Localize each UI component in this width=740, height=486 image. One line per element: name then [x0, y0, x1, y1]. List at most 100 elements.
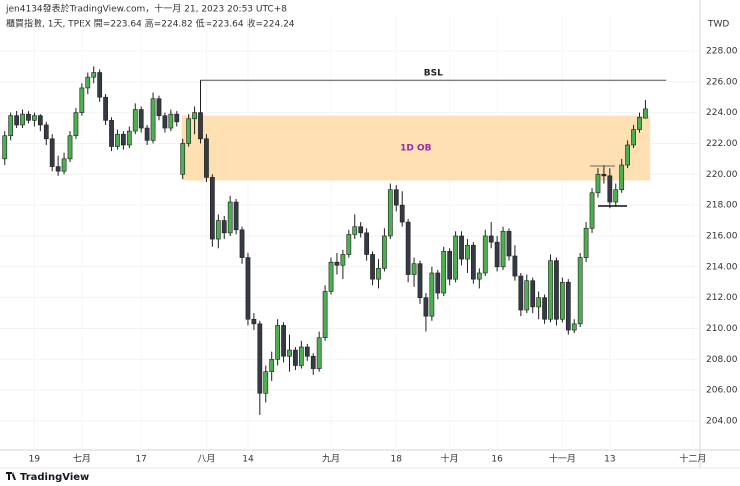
x-tick-label: 七月 [73, 454, 91, 465]
candle-body [287, 349, 292, 357]
candle-body [43, 124, 49, 140]
candle-body [32, 115, 37, 121]
candle-body [310, 355, 316, 369]
candle-body [298, 346, 304, 366]
y-tick-label: 224.00 [706, 108, 738, 118]
candle-body [607, 175, 613, 203]
candle-body [465, 244, 470, 260]
byline: jen4134發表於TradingView.com，十一月 21, 2023 2… [5, 3, 287, 15]
candle-body [631, 129, 636, 146]
candle-body [589, 192, 595, 229]
order-block [181, 115, 651, 181]
candle-body [322, 291, 328, 339]
x-tick-label: 17 [135, 455, 146, 465]
y-tick-label: 206.00 [706, 386, 738, 396]
candle-body [85, 76, 91, 89]
candle-body [121, 133, 126, 146]
y-tick-label: 214.00 [706, 262, 738, 272]
x-tick-label: 18 [391, 455, 403, 465]
candle-body [198, 112, 203, 140]
bsl-label: BSL [424, 69, 443, 79]
x-tick-label: 十二月 [679, 453, 706, 465]
candle-body [275, 325, 281, 360]
candle-body [548, 260, 553, 320]
candle-body [577, 257, 583, 325]
candle-body [103, 96, 108, 121]
candle-body [316, 337, 322, 369]
candle-body [67, 135, 73, 160]
candle-body [227, 201, 233, 234]
x-tick-label: 八月 [197, 454, 215, 465]
candle-body [245, 257, 251, 320]
candle-body [61, 158, 67, 172]
order-block-label: 1D OB [400, 144, 432, 154]
candle-body [186, 118, 192, 144]
candle-body [364, 232, 369, 255]
candle-body [518, 275, 524, 311]
candle-body [595, 173, 601, 194]
candle-body [334, 261, 340, 266]
candle-body [536, 297, 542, 308]
plot: 1D OB BSL [0, 15, 700, 450]
y-tick-label: 222.00 [706, 139, 738, 149]
candle-body [239, 229, 245, 258]
candle-body [376, 268, 381, 280]
x-tick-label: 十月 [441, 453, 459, 465]
candle-body [304, 346, 310, 357]
candle-body [126, 130, 132, 146]
x-tick-label: 16 [491, 455, 503, 465]
y-tick-label: 208.00 [706, 355, 738, 365]
candle-body [405, 221, 411, 275]
candle-body [399, 204, 405, 223]
candle-body [625, 144, 631, 166]
candle-body [423, 297, 429, 317]
y-tick-label: 212.00 [706, 293, 738, 303]
candle-body [494, 241, 500, 268]
candle-body [180, 143, 186, 175]
candle-body [49, 138, 55, 167]
candle-body [37, 115, 43, 126]
candle-body [55, 166, 61, 172]
candle-body [293, 349, 298, 366]
candle-body [192, 112, 197, 120]
candle-body [115, 133, 120, 147]
candle-body [221, 220, 227, 234]
brand: TradingView [20, 472, 89, 483]
candle-body [97, 72, 103, 98]
candle-body [435, 272, 441, 294]
candle-body [209, 177, 215, 240]
y-tick-label: 216.00 [706, 231, 738, 241]
x-tick-label: 九月 [322, 454, 340, 465]
candle-body [619, 164, 625, 191]
candle-body [476, 272, 482, 280]
candle-body [459, 235, 464, 260]
candle-body [346, 234, 352, 255]
candle-body [583, 227, 589, 258]
candle-body [328, 261, 334, 292]
candle-body [411, 263, 417, 275]
legend-line: 櫃買指數, 1天, TPEX 開=223.64 高=224.82 低=223.6… [6, 18, 295, 30]
candle-body [441, 251, 447, 294]
y-tick-label: 228.00 [706, 46, 738, 56]
candle-body [281, 325, 286, 357]
candle-body [559, 281, 565, 320]
candle-body [512, 255, 518, 277]
candle-body [554, 260, 559, 320]
candle-body [393, 189, 399, 206]
candle-body [382, 235, 387, 269]
candle-body [138, 109, 144, 129]
candle-body [387, 189, 393, 237]
candle-body [506, 231, 512, 257]
candle-body [79, 87, 85, 113]
candle-body [91, 72, 97, 78]
candle-body [453, 235, 458, 280]
candle-body [643, 108, 648, 119]
y-tick-label: 226.00 [706, 77, 738, 87]
candle-body [263, 371, 269, 394]
y-tick-label: 220.00 [706, 170, 738, 180]
candle-body [358, 226, 364, 234]
candle-body [482, 235, 488, 274]
candle-body [26, 113, 31, 121]
candle-body [637, 116, 642, 130]
